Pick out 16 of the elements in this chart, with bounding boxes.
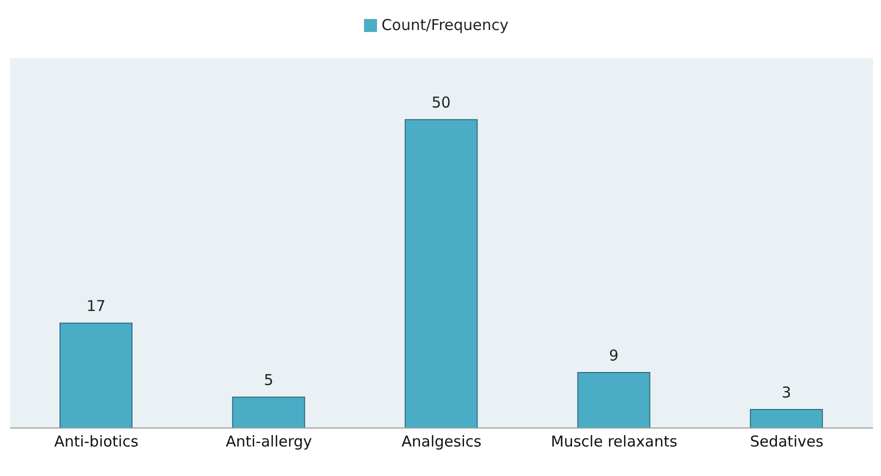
bar xyxy=(750,409,823,428)
data-label: 50 xyxy=(432,94,451,112)
x-tick-label: Analgesics xyxy=(402,432,482,451)
x-tick-label: Sedatives xyxy=(750,432,824,451)
x-tick-label: Muscle relaxants xyxy=(550,432,678,451)
data-label: 9 xyxy=(609,346,619,364)
bar xyxy=(404,119,478,428)
bar xyxy=(232,396,306,428)
bar xyxy=(60,322,132,428)
legend-label: Count/Frequency xyxy=(381,16,509,34)
data-label: 17 xyxy=(86,297,106,316)
x-tick-label: Anti-allergy xyxy=(226,432,312,451)
bar xyxy=(577,372,650,428)
x-tick-label: Anti-biotics xyxy=(54,432,139,451)
data-label: 3 xyxy=(782,384,792,402)
data-label: 5 xyxy=(264,371,274,390)
